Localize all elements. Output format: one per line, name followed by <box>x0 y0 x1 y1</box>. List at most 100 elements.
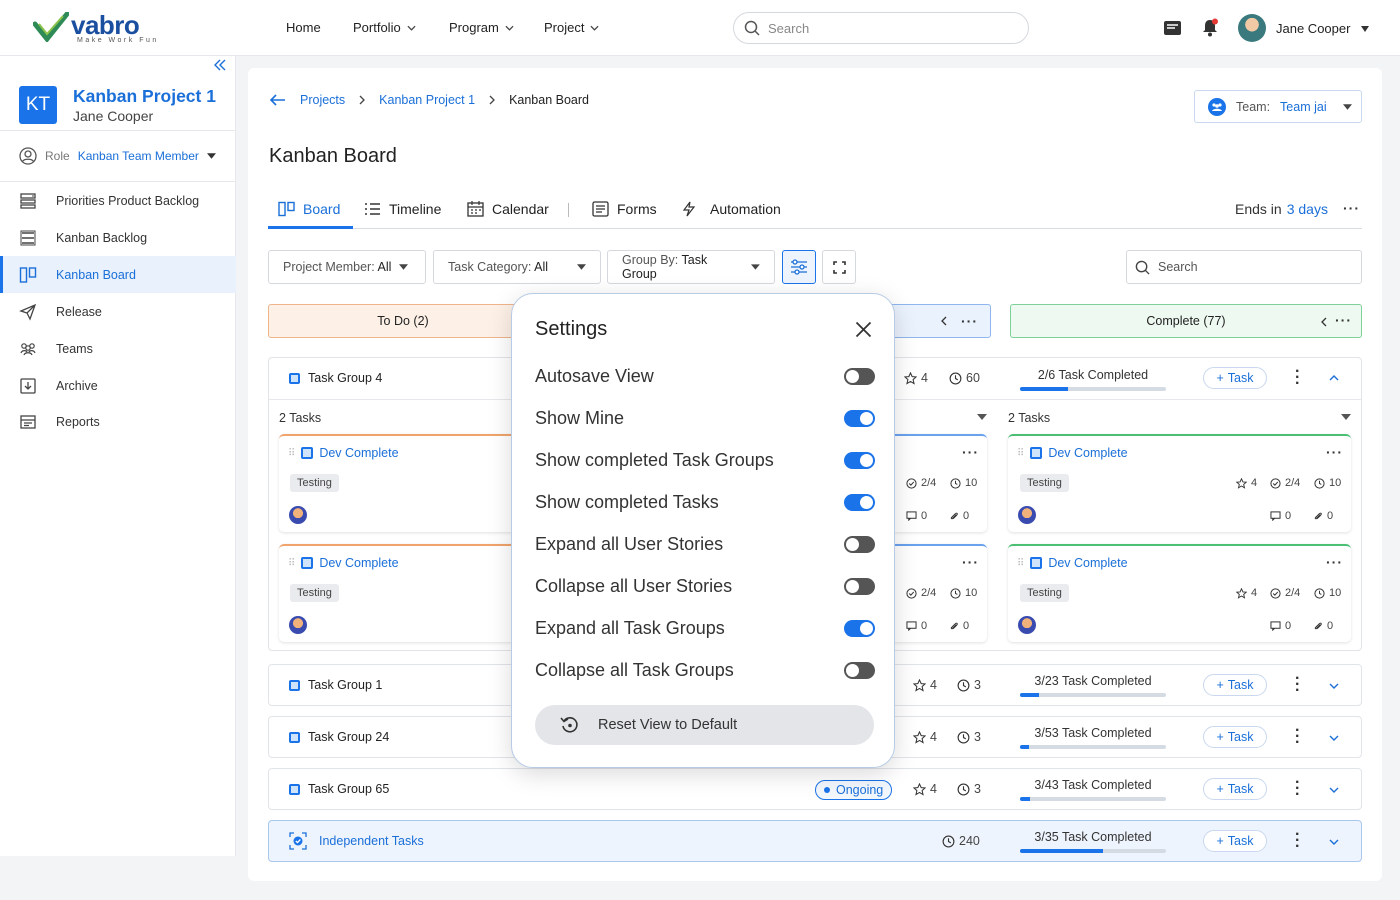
sidebar-item-priorities-product-backlog[interactable]: Priorities Product Backlog <box>0 182 236 219</box>
sidebar-item-kanban-board[interactable]: Kanban Board <box>0 256 236 293</box>
task-card[interactable]: ··· 2/4 10 0 0 <box>890 434 987 532</box>
chevron-down-icon[interactable] <box>1329 683 1339 689</box>
breadcrumb-project[interactable]: Kanban Project 1 <box>379 93 476 107</box>
card-menu-icon[interactable]: ··· <box>1326 444 1343 460</box>
task-card[interactable]: ⠿ Dev Complete Testing <box>279 434 519 532</box>
team-selector[interactable]: Team: Team jai <box>1194 90 1362 123</box>
task-card[interactable]: ⠿ Dev Complete ··· Testing 4 2/4 10 0 0 <box>1008 434 1351 532</box>
brand-tagline: Make Work Fun <box>77 37 159 44</box>
group-by-filter[interactable]: Group By: Task Group <box>607 250 775 284</box>
toggle-switch[interactable] <box>844 368 875 385</box>
task-group-row[interactable]: Task Group 65 Ongoing 4 3 3/43 Task Comp… <box>268 768 1362 810</box>
bell-icon[interactable] <box>1201 18 1219 37</box>
drag-handle-icon[interactable]: ⠿ <box>288 447 296 459</box>
task-group-4-header[interactable]: Task Group 4 <box>289 371 382 385</box>
sidebar-project-name[interactable]: Kanban Project 1 <box>73 86 216 106</box>
add-task-button[interactable]: + Task <box>1203 367 1267 389</box>
chevron-down-icon[interactable] <box>1329 735 1339 741</box>
chevron-left-icon[interactable] <box>1321 317 1327 327</box>
reset-view-button[interactable]: Reset View to Default <box>535 705 874 745</box>
toggle-switch[interactable] <box>844 494 875 511</box>
fullscreen-button[interactable] <box>822 250 856 284</box>
tab-timeline[interactable]: Timeline <box>364 201 441 217</box>
card-menu-icon[interactable]: ··· <box>962 444 979 460</box>
drag-handle-icon[interactable]: ⠿ <box>1017 557 1025 569</box>
nav-program[interactable]: Program <box>449 20 514 35</box>
close-icon[interactable] <box>855 321 872 338</box>
settings-toggle-button[interactable] <box>782 250 816 284</box>
kebab-menu-icon[interactable]: · · · <box>1295 826 1301 855</box>
caret-down-icon[interactable] <box>1341 414 1351 420</box>
nav-project[interactable]: Project <box>544 20 600 35</box>
inbox-icon[interactable] <box>1163 20 1182 36</box>
drag-handle-icon[interactable]: ⠿ <box>288 557 296 569</box>
task-group-header[interactable]: Task Group 65 <box>289 782 389 796</box>
task-group-header[interactable]: Task Group 1 <box>289 678 382 692</box>
toggle-switch[interactable] <box>844 662 875 679</box>
board-search-input[interactable]: Search <box>1126 250 1362 284</box>
assignee-avatar[interactable] <box>289 616 307 634</box>
chevron-down-icon[interactable] <box>1329 787 1339 793</box>
assignee-avatar[interactable] <box>1018 506 1036 524</box>
add-task-button[interactable]: + Task <box>1203 674 1267 696</box>
card-menu-icon[interactable]: ··· <box>962 554 979 570</box>
sidebar-item-kanban-backlog[interactable]: Kanban Backlog <box>0 219 236 256</box>
kebab-menu-icon[interactable]: · · · <box>1295 363 1301 392</box>
project-member-filter[interactable]: Project Member: All <box>268 250 426 284</box>
toggle-switch[interactable] <box>844 578 875 595</box>
column-complete[interactable]: Complete (77) ··· <box>1010 304 1362 338</box>
assignee-avatar[interactable] <box>289 506 307 524</box>
assignee-avatar[interactable] <box>1018 616 1036 634</box>
sidebar-item-release[interactable]: Release <box>0 293 236 330</box>
sidebar-item-teams[interactable]: Teams <box>0 330 236 367</box>
tab-forms[interactable]: Forms <box>592 201 657 217</box>
global-search[interactable]: Search <box>733 12 1029 44</box>
kebab-menu-icon[interactable]: · · · <box>1295 670 1301 699</box>
collapse-sidebar-icon[interactable] <box>213 59 227 71</box>
tab-automation[interactable]: Automation <box>682 201 781 217</box>
column-menu-icon[interactable]: ··· <box>1335 312 1352 328</box>
attachments-value: 0 <box>963 510 970 522</box>
toggle-switch[interactable] <box>844 620 875 637</box>
user-menu[interactable]: Jane Cooper <box>1276 21 1370 36</box>
add-task-button[interactable]: + Task <box>1203 830 1267 852</box>
task-card[interactable]: ··· 2/4 10 0 0 <box>890 544 987 642</box>
task-card[interactable]: ⠿ Dev Complete ··· Testing 4 2/4 10 0 0 <box>1008 544 1351 642</box>
nav-home[interactable]: Home <box>286 20 321 35</box>
toggle-switch[interactable] <box>844 536 875 553</box>
independent-tasks-row[interactable]: Independent Tasks 240 3/35 Task Complete… <box>268 820 1362 862</box>
chevron-left-icon[interactable] <box>941 316 947 326</box>
kebab-menu-icon[interactable]: · · · <box>1295 722 1301 751</box>
chevron-up-icon[interactable] <box>1329 375 1339 381</box>
user-avatar[interactable] <box>1238 14 1266 42</box>
brand-logo[interactable]: vabro Make Work Fun <box>33 12 159 44</box>
nav-portfolio[interactable]: Portfolio <box>353 20 416 35</box>
kebab-menu-icon[interactable]: · · · <box>1295 774 1301 803</box>
card-title[interactable]: ⠿ Dev Complete <box>1017 446 1128 460</box>
task-category-filter[interactable]: Task Category: All <box>433 250 601 284</box>
breadcrumb-projects[interactable]: Projects <box>300 93 346 107</box>
card-menu-icon[interactable]: ··· <box>1326 554 1343 570</box>
card-title[interactable]: ⠿ Dev Complete <box>1017 556 1128 570</box>
add-task-button[interactable]: + Task <box>1203 726 1267 748</box>
toggle-switch[interactable] <box>844 452 875 469</box>
tab-calendar[interactable]: Calendar <box>467 201 549 217</box>
task-card[interactable]: ⠿ Dev Complete Testing <box>279 544 519 642</box>
column-menu-icon[interactable]: ··· <box>961 313 978 329</box>
tab-board[interactable]: Board <box>278 201 340 217</box>
role-selector[interactable]: Role Kanban Team Member <box>19 147 216 165</box>
add-task-button[interactable]: + Task <box>1203 778 1267 800</box>
task-group-header[interactable]: Task Group 24 <box>289 730 389 744</box>
more-options-icon[interactable]: ··· <box>1343 200 1360 216</box>
sidebar-item-reports[interactable]: Reports <box>0 403 236 440</box>
sidebar-item-archive[interactable]: Archive <box>0 367 236 404</box>
chevron-down-icon[interactable] <box>1329 839 1339 845</box>
drag-handle-icon[interactable]: ⠿ <box>1017 447 1025 459</box>
independent-tasks-header[interactable]: Independent Tasks <box>289 832 424 850</box>
caret-down-icon[interactable] <box>977 414 987 420</box>
card-title[interactable]: ⠿ Dev Complete <box>288 446 399 460</box>
column-in-progress[interactable]: ··· <box>880 304 991 338</box>
toggle-switch[interactable] <box>844 410 875 427</box>
card-title[interactable]: ⠿ Dev Complete <box>288 556 399 570</box>
back-arrow-icon[interactable] <box>270 94 286 106</box>
